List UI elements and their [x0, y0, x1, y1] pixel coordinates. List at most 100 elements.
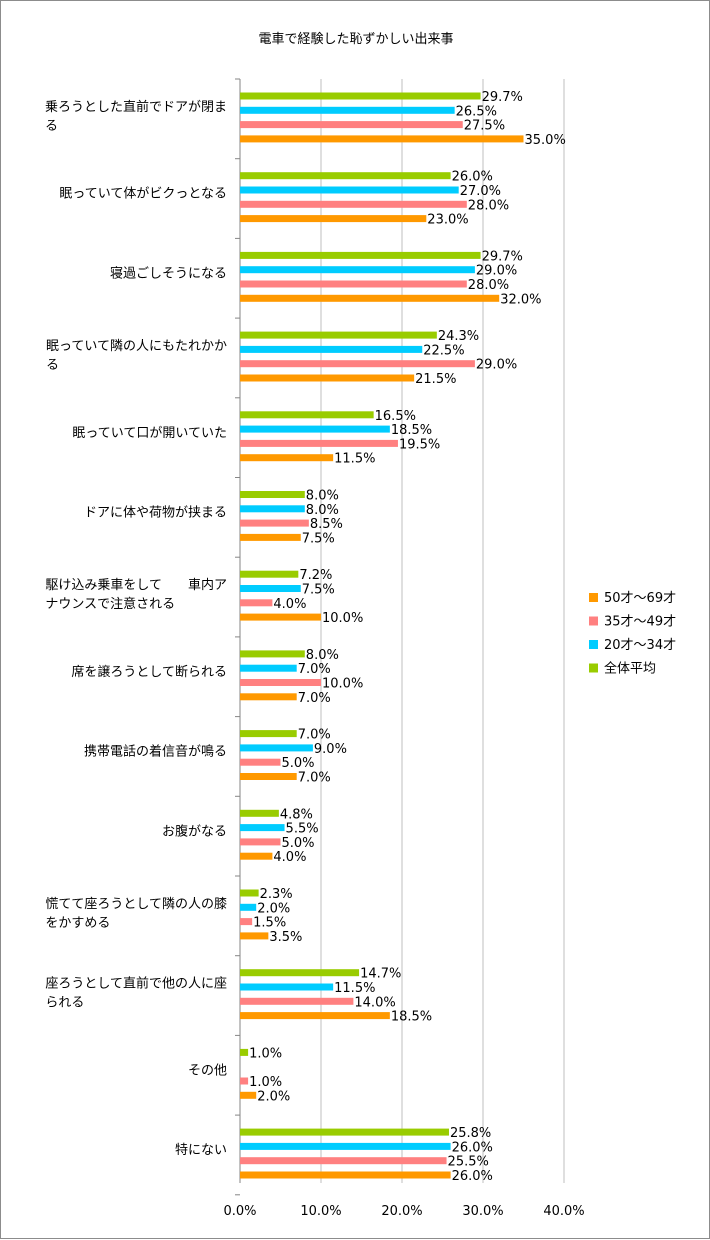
x-tick-label: 30.0%: [462, 1204, 503, 1219]
data-label: 1.0%: [249, 1075, 282, 1090]
data-label: 7.0%: [298, 728, 331, 743]
data-label: 27.0%: [460, 184, 501, 199]
bar: [240, 997, 354, 1005]
bar: [240, 425, 390, 433]
category-group: 29.7%26.5%27.5% 35.0%: [240, 90, 566, 148]
bar: [240, 838, 281, 846]
x-tick-label: 10.0%: [300, 1204, 341, 1219]
category-label: 眠っていて体がビクっとなる: [59, 187, 227, 202]
data-label: 29.0%: [476, 264, 517, 279]
data-label: 25.8%: [450, 1126, 491, 1141]
bar: [240, 215, 427, 223]
data-label: 28.0%: [468, 278, 509, 293]
bar: [240, 106, 455, 114]
bar: [240, 773, 297, 780]
bar: [240, 730, 297, 738]
data-label: 4.8%: [280, 807, 313, 822]
bar: [240, 331, 437, 339]
category-group: 24.3%22.5% 29.0% 21.5%: [240, 329, 517, 387]
legend-swatch: [589, 616, 598, 626]
x-tick-label: 40.0%: [543, 1204, 584, 1219]
x-tick-label: 0.0%: [223, 1204, 256, 1219]
data-label: 9.0%: [314, 742, 347, 757]
data-label: 11.5%: [334, 981, 375, 996]
data-label: 2.0%: [257, 901, 290, 916]
category-label: 眠っていて口が開いていた: [72, 426, 227, 441]
bar: [240, 852, 273, 860]
data-label: 7.0%: [298, 662, 331, 677]
data-label: 29.7%: [482, 90, 523, 105]
bar: [240, 903, 257, 911]
data-label: 29.0%: [476, 358, 517, 373]
data-label: 32.0%: [500, 292, 541, 307]
data-label: 25.5%: [448, 1155, 489, 1170]
data-label: 3.5%: [269, 930, 302, 945]
data-label: 1.5%: [253, 916, 286, 931]
category-label: 眠っていて隣の人にもたれかか: [46, 338, 227, 354]
category-label-line2: をかすめる: [45, 916, 110, 931]
data-label: 14.7%: [360, 967, 401, 982]
data-label: 26.0%: [452, 1169, 493, 1184]
bar: [240, 280, 467, 288]
bar: [240, 1077, 249, 1085]
bar: [240, 613, 321, 621]
category-label: 駆け込み乗車をして 車内ア: [45, 577, 227, 593]
category-group: 8.0%7.0%10.0%7.0%: [240, 648, 363, 706]
legend-swatch: [589, 640, 598, 649]
bar: [240, 679, 321, 686]
category-label: お腹がなる: [162, 823, 227, 839]
data-label: 16.5%: [375, 409, 416, 424]
bar: [240, 932, 269, 940]
category-label: 特にない: [175, 1143, 227, 1158]
category-label: 寝過ごしそうになる: [110, 265, 227, 281]
data-label: 27.5%: [464, 119, 505, 134]
category-group: 4.8%5.5%5.0%4.0%: [240, 807, 319, 865]
data-label: 5.0%: [282, 836, 315, 851]
bar: [240, 266, 475, 274]
data-label: 7.0%: [298, 691, 331, 706]
bar: [240, 135, 524, 143]
category-group: 2.3%2.0%1.5%3.5%: [240, 887, 302, 945]
category-label-line2: る: [46, 358, 59, 373]
data-label: 8.5%: [310, 517, 343, 532]
data-label: 4.0%: [273, 597, 306, 612]
category-label: 慌てて座ろうとして隣の人の膝: [45, 896, 227, 912]
data-label: 7.5%: [302, 531, 335, 546]
category-label-line2: る: [45, 119, 58, 134]
legend-swatch: [589, 593, 598, 602]
bar: [240, 1157, 447, 1165]
bar: [240, 693, 297, 701]
data-label: 4.0%: [273, 850, 306, 865]
legend-label: 50才～69才: [604, 591, 676, 606]
bar: [240, 92, 481, 100]
legend-label: 全体平均: [604, 661, 656, 677]
bar: [240, 664, 297, 672]
data-label: 7.2%: [299, 568, 332, 583]
x-tick-label: 20.0%: [381, 1204, 422, 1219]
data-label: 26.5%: [456, 104, 497, 119]
category-group: 14.7%11.5%14.0%18.5%: [240, 967, 432, 1025]
bar: [240, 570, 299, 578]
category-label: その他: [188, 1063, 227, 1078]
category-group: 7.2%7.5%4.0% 10.0%: [240, 568, 363, 626]
data-label: 10.0%: [322, 611, 363, 626]
bar: [240, 454, 334, 462]
data-label: 8.0%: [306, 648, 339, 663]
bar: [240, 744, 313, 752]
bar: [240, 983, 334, 991]
data-label: 18.5%: [391, 423, 432, 438]
category-group: 29.7%29.0%28.0%32.0%: [240, 249, 542, 307]
bar: [240, 585, 301, 592]
category-group: 26.0%27.0%28.0%23.0%: [240, 170, 509, 228]
bar: [240, 758, 281, 766]
data-label: 5.0%: [282, 756, 315, 771]
bar: [240, 505, 305, 513]
bar: [240, 599, 273, 607]
category-group: 25.8%26.0%25.5%26.0%: [240, 1126, 493, 1184]
data-label: 2.3%: [260, 887, 293, 902]
bar: [240, 519, 309, 527]
bar: [240, 251, 481, 259]
bar: [240, 121, 463, 129]
data-label: 7.5%: [302, 583, 335, 598]
